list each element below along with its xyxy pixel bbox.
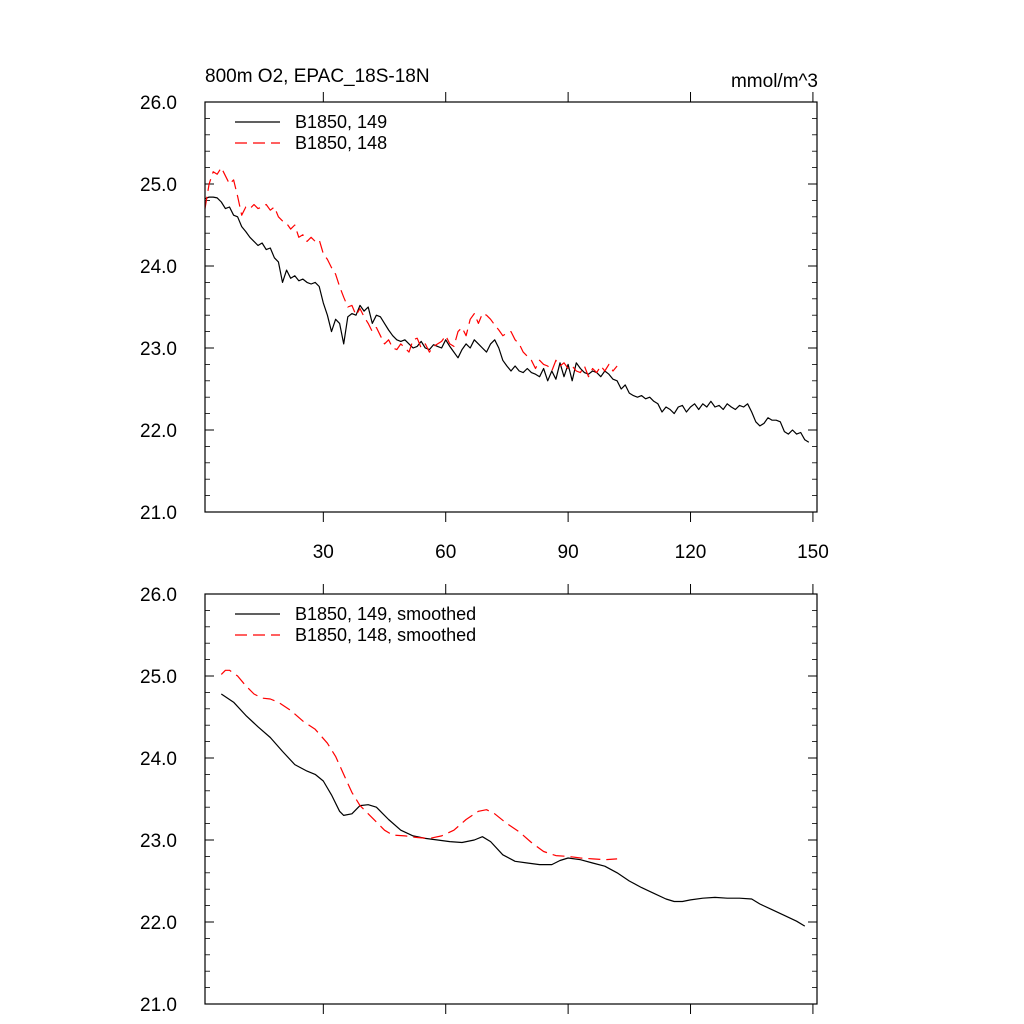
- x-tick-label: 60: [435, 542, 456, 563]
- series-line-0: [204, 196, 810, 443]
- series-line-1: [220, 669, 618, 861]
- y-tick-label: 22.0: [140, 421, 177, 442]
- plot-frame: [204, 101, 818, 513]
- legend-label: B1850, 148: [295, 133, 387, 153]
- y-tick-label: 26.0: [140, 93, 177, 114]
- units-label: mmol/m^3: [731, 71, 818, 92]
- x-tick-label: 30: [313, 542, 334, 563]
- x-tick-label: 90: [558, 542, 579, 563]
- x-tick-label: 150: [797, 542, 829, 563]
- plot-frame: [204, 593, 818, 1005]
- legend-label: B1850, 149: [295, 112, 387, 132]
- y-tick-label: 22.0: [140, 913, 177, 934]
- y-tick-label: 23.0: [140, 831, 177, 852]
- bottom-panel: 21.0 22.0 23.0 24.0 25.0 26.0 B1850, 149, smo…: [140, 584, 818, 1016]
- y-tick-label: 24.0: [140, 257, 177, 278]
- y-tick-label: 25.0: [140, 667, 177, 688]
- series-line-0: [220, 693, 806, 927]
- chart-title: 800m O2, EPAC_18S-18N: [205, 66, 430, 87]
- y-tick-label: 25.0: [140, 175, 177, 196]
- y-tick-label: 23.0: [140, 339, 177, 360]
- x-tick-label: 120: [675, 542, 707, 563]
- y-tick-label: 21.0: [140, 995, 177, 1016]
- series-line-1: [204, 167, 618, 378]
- y-tick-label: 21.0: [140, 503, 177, 524]
- y-tick-label: 24.0: [140, 749, 177, 770]
- legend-label: B1850, 148, smoothed: [295, 625, 476, 645]
- top-panel: 800m O2, EPAC_18S-18N mmol/m^3 21.0 22.0 2…: [140, 66, 829, 563]
- legend-label: B1850, 149, smoothed: [295, 604, 476, 624]
- y-tick-label: 26.0: [140, 585, 177, 606]
